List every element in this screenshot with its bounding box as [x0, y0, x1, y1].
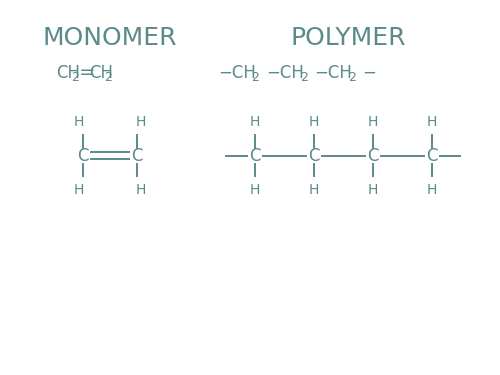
Text: H: H	[308, 183, 319, 196]
Text: H: H	[368, 183, 378, 196]
Text: H: H	[136, 115, 146, 129]
Text: C: C	[367, 147, 378, 165]
Text: −CH: −CH	[314, 64, 352, 82]
Text: H: H	[250, 183, 260, 196]
Text: C: C	[426, 147, 438, 165]
Text: CH: CH	[56, 64, 80, 82]
Text: =: =	[79, 63, 96, 82]
Text: CH: CH	[88, 64, 112, 82]
Text: H: H	[74, 115, 84, 129]
Text: 2: 2	[300, 70, 308, 84]
Text: POLYMER: POLYMER	[290, 26, 406, 50]
Text: −: −	[362, 64, 376, 82]
Text: 2: 2	[252, 70, 260, 84]
Text: C: C	[131, 147, 142, 165]
Text: H: H	[426, 115, 437, 129]
Text: H: H	[308, 115, 319, 129]
Text: −CH: −CH	[266, 64, 304, 82]
Text: C: C	[308, 147, 320, 165]
Text: −CH: −CH	[218, 64, 256, 82]
Text: H: H	[136, 183, 146, 196]
Text: H: H	[426, 183, 437, 196]
Text: C: C	[249, 147, 260, 165]
Text: H: H	[368, 115, 378, 129]
Text: 2: 2	[348, 70, 356, 84]
Text: H: H	[74, 183, 84, 196]
Text: H: H	[250, 115, 260, 129]
Text: C: C	[77, 147, 88, 165]
Text: MONOMER: MONOMER	[42, 26, 177, 50]
Text: 2: 2	[72, 70, 80, 84]
Text: 2: 2	[104, 70, 112, 84]
